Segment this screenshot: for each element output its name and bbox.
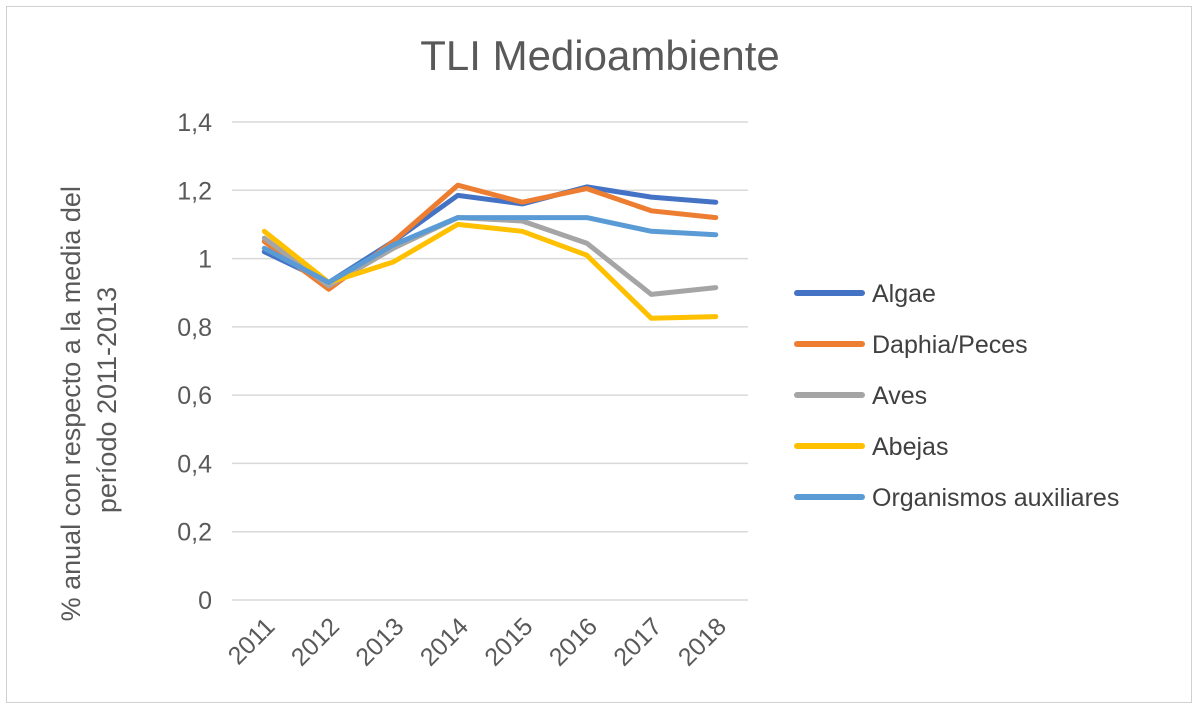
x-tick-label: 2017 [608,612,667,671]
chart-title: TLI Medioambiente [420,32,780,79]
series-line-algae [261,184,719,285]
y-tick-label: 0,2 [177,519,212,547]
legend-label-daphia-peces: Daphia/Peces [872,331,1028,359]
y-tick-label: 0,4 [177,450,212,478]
y-tick-label: 0 [198,587,212,615]
y-axis-label: % anual con respecto a la media del perí… [56,179,122,622]
legend-label-organismos-auxiliares: Organismos auxiliares [872,484,1119,512]
x-tick-label: 2016 [544,612,603,671]
x-tick-label: 2015 [479,612,538,671]
y-tick-label: 0,8 [177,314,212,342]
gridlines [232,121,748,601]
series-line-abejas [261,221,719,321]
x-tick-label: 2014 [415,612,474,671]
x-tick-label: 2018 [673,612,732,671]
y-tick-label: 0,6 [177,382,212,410]
legend-label-algae: Algae [872,280,936,308]
y-axis-label-line-1: % anual con respecto a la media del [56,186,86,621]
legend: Algae Daphia/Peces Aves Abejas Organismos au… [794,280,1119,512]
legend-label-abejas: Abejas [872,433,948,461]
y-axis-label-line-2: período 2011-2013 [92,287,122,513]
x-tick-label: 2012 [286,612,345,671]
x-tick-labels: 2011 2012 2013 2014 2015 2016 2017 2018 [223,612,732,671]
legend-label-aves: Aves [872,382,927,410]
y-tick-label: 1,2 [177,177,212,205]
series-line-organismos-auxiliares [261,215,719,285]
y-tick-label: 1,4 [177,109,212,137]
series-lines [261,182,719,321]
y-tick-label: 1 [198,246,212,274]
x-tick-label: 2011 [223,612,281,670]
y-tick-labels: 0 0,2 0,4 0,6 0,8 1 1,2 1,4 [177,109,212,615]
x-tick-label: 2013 [350,612,409,671]
